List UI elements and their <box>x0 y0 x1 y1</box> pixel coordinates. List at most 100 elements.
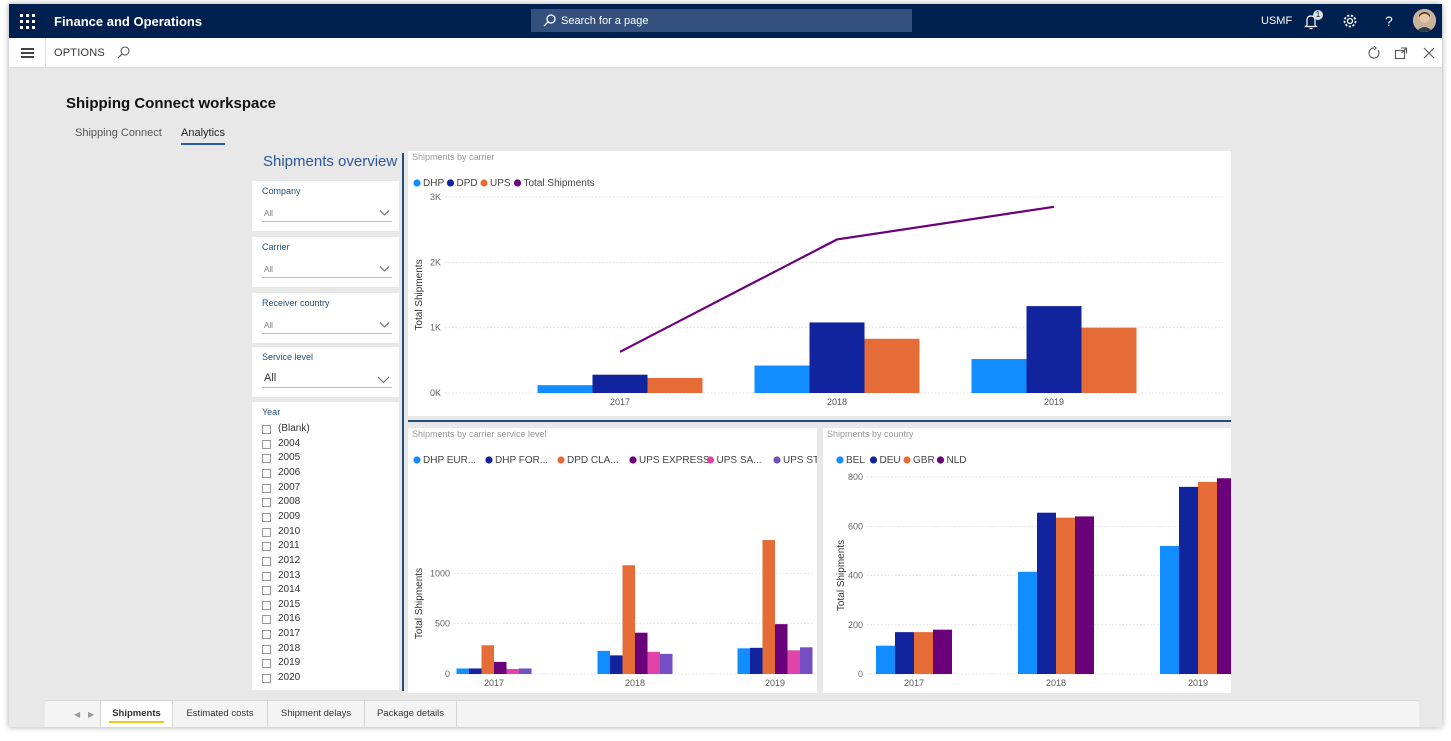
shipments-by-country-chart: Shipments by country BEL DEU GBR NLD 0 200 400… <box>823 428 1231 693</box>
action-pane-divider <box>45 38 46 68</box>
legend-marker <box>480 179 488 187</box>
y-tick-label: 400 <box>848 571 863 581</box>
service-level-slicer: Service level All <box>252 347 399 397</box>
slicer-label: Receiver country <box>262 298 330 308</box>
y-tick-label: 1000 <box>430 568 450 578</box>
previous-page-arrow-icon[interactable]: ◀ <box>74 710 81 719</box>
year-label: 2019 <box>278 657 301 669</box>
tab-estimated-costs[interactable]: Estimated costs <box>173 701 268 727</box>
service-level-dropdown[interactable]: All <box>262 370 392 388</box>
refresh-icon[interactable] <box>1367 45 1381 65</box>
bar <box>1056 517 1075 674</box>
legend-marker <box>836 456 844 464</box>
checkbox-icon <box>262 454 271 464</box>
report-divider <box>402 153 404 691</box>
app-launcher-icon[interactable] <box>19 13 35 29</box>
year-label: 2012 <box>278 554 301 566</box>
help-icon[interactable]: ? <box>1380 12 1398 30</box>
legend-label: UPS EXPRESS <box>639 455 710 466</box>
app-title[interactable]: Finance and Operations <box>54 14 203 29</box>
y-tick-label: 800 <box>848 472 863 482</box>
tab-shipments[interactable]: Shipments <box>100 701 173 727</box>
year-label: 2011 <box>278 540 300 552</box>
legend-label: DHP EUR... <box>423 455 476 466</box>
bar <box>1018 571 1037 674</box>
bar <box>809 322 865 393</box>
x-tick-label: 2018 <box>827 397 847 407</box>
bar <box>622 565 635 674</box>
checkbox-icon <box>262 483 271 493</box>
y-tick-label: 3K <box>430 192 441 202</box>
legend-marker <box>446 179 455 187</box>
close-icon[interactable] <box>1422 46 1436 65</box>
bar <box>519 668 532 674</box>
bar <box>1160 545 1179 674</box>
checkbox-icon <box>262 630 271 640</box>
global-search-input[interactable]: Search for a page <box>531 9 912 32</box>
year-label: 2006 <box>278 466 301 478</box>
tab-package-details[interactable]: Package details <box>365 701 457 727</box>
bar <box>1179 486 1198 674</box>
bar <box>754 365 810 393</box>
bar <box>647 651 660 674</box>
legend-marker <box>413 456 421 464</box>
bar <box>660 653 673 674</box>
tab-shipping-connect[interactable]: Shipping Connect <box>75 127 162 139</box>
slicer-value: All <box>264 372 277 384</box>
y-axis-label: Total Shipments <box>836 540 847 611</box>
page-title: Shipping Connect workspace <box>66 95 277 112</box>
y-tick-label: 1K <box>430 323 441 333</box>
bar <box>635 632 648 674</box>
next-page-arrow-icon[interactable]: ▶ <box>88 710 95 719</box>
user-avatar[interactable] <box>1413 9 1436 32</box>
x-tick-label: 2017 <box>610 397 630 407</box>
notifications-bell-icon[interactable]: 1 <box>1302 10 1323 30</box>
settings-gear-icon[interactable] <box>1341 12 1359 30</box>
x-tick-label: 2019 <box>765 678 785 688</box>
bar <box>737 648 750 674</box>
year-label: 2010 <box>278 525 301 537</box>
y-tick-label: 0 <box>858 669 863 679</box>
navigation-menu-icon[interactable] <box>21 48 34 58</box>
active-tab-indicator <box>181 143 225 145</box>
company-dropdown[interactable]: All <box>262 204 392 222</box>
x-tick-label: 2017 <box>904 678 924 688</box>
y-axis-label: Total Shipments <box>414 259 425 330</box>
search-icon[interactable] <box>117 46 130 64</box>
slicer-label: Service level <box>262 352 314 362</box>
legend-label: UPS <box>490 178 511 189</box>
year-label: 2004 <box>278 437 301 449</box>
top-navigation-bar: Finance and Operations Search for a page… <box>9 4 1442 38</box>
report-page-tabs: ◀ ▶ Shipments Estimated costs Shipment d… <box>45 700 1419 727</box>
bar <box>481 645 494 674</box>
company-picker[interactable]: USMF <box>1261 15 1293 27</box>
tab-shipment-delays[interactable]: Shipment delays <box>268 701 365 727</box>
bar <box>1037 512 1056 674</box>
search-icon <box>543 14 556 27</box>
bar <box>971 359 1027 393</box>
notification-badge: 1 <box>1313 10 1323 20</box>
slicer-value: All <box>264 265 273 274</box>
checkbox-icon <box>262 571 271 581</box>
report-divider <box>408 420 1231 422</box>
legend-label: UPS SA... <box>717 455 762 466</box>
tab-analytics[interactable]: Analytics <box>181 127 226 139</box>
year-label: 2016 <box>278 613 301 625</box>
carrier-dropdown[interactable]: All <box>262 260 392 278</box>
chevron-down-icon <box>379 210 390 216</box>
bar <box>537 385 593 393</box>
bar <box>895 632 914 674</box>
open-in-new-window-icon[interactable] <box>1394 46 1408 65</box>
bar <box>1075 516 1094 674</box>
legend-marker <box>629 456 637 464</box>
chart-title: Shipments by carrier service level <box>412 429 547 439</box>
bar <box>494 661 507 674</box>
legend-label: DHP <box>423 178 444 189</box>
slicer-value: All <box>264 321 273 330</box>
options-menu[interactable]: OPTIONS <box>54 47 105 59</box>
checkbox-icon <box>262 556 271 566</box>
checkbox-icon <box>262 615 271 625</box>
receiver-country-dropdown[interactable]: All <box>262 316 392 334</box>
bar <box>610 655 623 674</box>
bar <box>469 668 482 674</box>
